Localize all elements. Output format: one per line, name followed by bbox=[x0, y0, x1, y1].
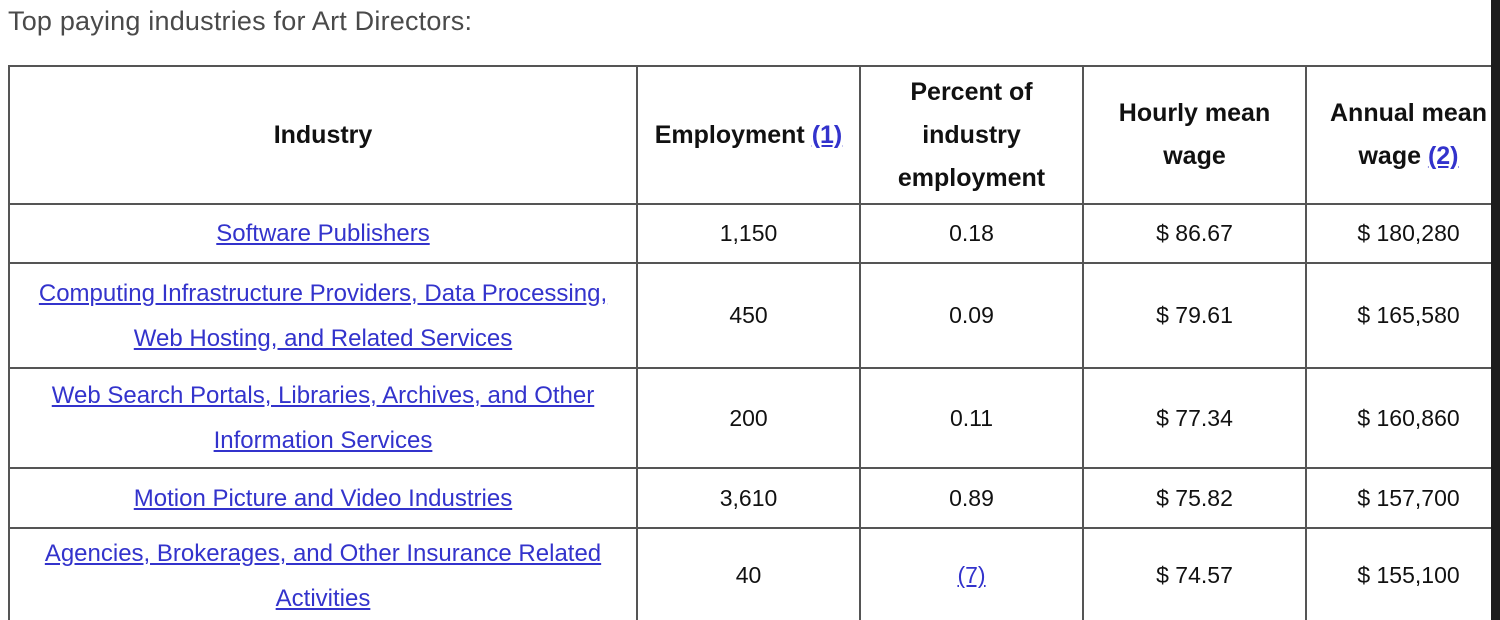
table-row: Software Publishers 1,150 0.18 $ 86.67 $… bbox=[8, 203, 1500, 264]
page-title: Top paying industries for Art Directors: bbox=[8, 6, 473, 36]
table-row: Agencies, Brokerages, and Other Insuranc… bbox=[8, 527, 1500, 620]
col-header-industry: Industry bbox=[8, 65, 638, 205]
hourly-wage-cell: $ 79.61 bbox=[1082, 262, 1307, 369]
window-edge bbox=[1491, 0, 1500, 620]
employment-cell: 200 bbox=[636, 367, 861, 469]
hourly-wage-cell: $ 75.82 bbox=[1082, 467, 1307, 529]
hourly-wage-cell: $ 77.34 bbox=[1082, 367, 1307, 469]
industry-link[interactable]: Web Search Portals, Libraries, Archives,… bbox=[51, 382, 595, 454]
table-header-row: Industry Employment (1) Percent of indus… bbox=[8, 65, 1500, 205]
industry-cell: Agencies, Brokerages, and Other Insuranc… bbox=[8, 527, 638, 620]
employment-cell: 40 bbox=[636, 527, 861, 620]
annual-wage-cell: $ 155,100 bbox=[1305, 527, 1500, 620]
industry-link[interactable]: Software Publishers bbox=[216, 220, 430, 247]
col-header-employment-label: Employment bbox=[654, 120, 805, 149]
footnote-1-link[interactable]: (1) bbox=[811, 120, 843, 149]
industry-link[interactable]: Agencies, Brokerages, and Other Insuranc… bbox=[44, 539, 602, 612]
annual-wage-cell: $ 157,700 bbox=[1305, 467, 1500, 529]
employment-cell: 450 bbox=[636, 262, 861, 369]
industry-link[interactable]: Computing Infrastructure Providers, Data… bbox=[38, 279, 608, 352]
employment-cell: 1,150 bbox=[636, 203, 861, 264]
employment-cell: 3,610 bbox=[636, 467, 861, 529]
hourly-wage-cell: $ 74.57 bbox=[1082, 527, 1307, 620]
percent-cell: 0.11 bbox=[859, 367, 1084, 469]
col-header-employment: Employment (1) bbox=[636, 65, 861, 205]
col-header-hourly: Hourly mean wage bbox=[1082, 65, 1307, 205]
percent-cell: 0.09 bbox=[859, 262, 1084, 369]
industry-cell: Web Search Portals, Libraries, Archives,… bbox=[8, 367, 638, 469]
col-header-annual-label: Annual mean wage bbox=[1330, 99, 1487, 170]
annual-wage-cell: $ 180,280 bbox=[1305, 203, 1500, 264]
industry-cell: Motion Picture and Video Industries bbox=[8, 467, 638, 529]
col-header-industry-label: Industry bbox=[273, 120, 373, 149]
table-row: Motion Picture and Video Industries 3,61… bbox=[8, 467, 1500, 529]
col-header-percent-label: Percent of industry employment bbox=[897, 77, 1046, 192]
industry-link[interactable]: Motion Picture and Video Industries bbox=[133, 484, 513, 512]
industry-wage-table: Industry Employment (1) Percent of indus… bbox=[8, 65, 1500, 620]
percent-cell: (7) bbox=[859, 527, 1084, 620]
annual-wage-cell: $ 165,580 bbox=[1305, 262, 1500, 369]
hourly-wage-cell: $ 86.67 bbox=[1082, 203, 1307, 264]
footnote-2-link[interactable]: (2) bbox=[1427, 142, 1459, 170]
col-header-annual: Annual mean wage (2) bbox=[1305, 65, 1500, 205]
industry-cell: Computing Infrastructure Providers, Data… bbox=[8, 262, 638, 369]
col-header-percent: Percent of industry employment bbox=[859, 65, 1084, 205]
col-header-hourly-label: Hourly mean wage bbox=[1118, 99, 1271, 170]
table-row: Computing Infrastructure Providers, Data… bbox=[8, 262, 1500, 369]
footnote-7-link[interactable]: (7) bbox=[957, 562, 986, 588]
industry-cell: Software Publishers bbox=[8, 203, 638, 264]
percent-cell: 0.18 bbox=[859, 203, 1084, 264]
table-row: Web Search Portals, Libraries, Archives,… bbox=[8, 367, 1500, 469]
percent-cell: 0.89 bbox=[859, 467, 1084, 529]
annual-wage-cell: $ 160,860 bbox=[1305, 367, 1500, 469]
